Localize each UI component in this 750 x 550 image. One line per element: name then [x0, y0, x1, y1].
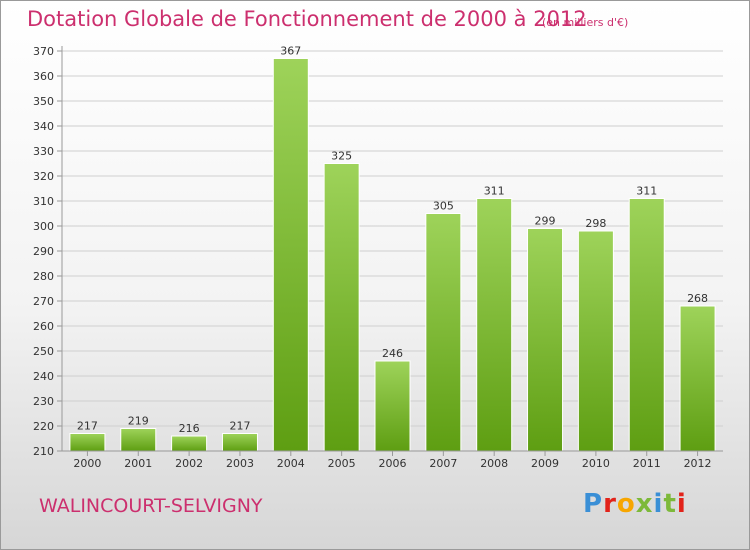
bar-value-label: 268 — [687, 292, 708, 305]
bar — [120, 428, 157, 452]
y-tick-label: 230 — [33, 395, 54, 408]
bar — [69, 433, 106, 452]
y-tick-label: 300 — [33, 220, 54, 233]
bar-group: 299 — [527, 215, 564, 452]
bar-value-label: 311 — [636, 185, 657, 198]
bar-group: 311 — [476, 185, 513, 452]
y-tick-label: 220 — [33, 420, 54, 433]
y-tick-label: 290 — [33, 245, 54, 258]
bar-group: 298 — [577, 217, 614, 452]
bar — [527, 228, 564, 452]
bar — [171, 435, 208, 452]
bar-value-label: 299 — [535, 215, 556, 228]
y-tick-label: 240 — [33, 370, 54, 383]
x-tick-label: 2007 — [429, 457, 457, 470]
y-axis-ticks: 210 220 230 240 250 260 270 280 290 300 310 320 330 3… — [33, 45, 62, 458]
chart-title: Dotation Globale de Fonctionnement de 20… — [27, 7, 587, 31]
y-tick-label: 360 — [33, 70, 54, 83]
bar-group: 217 — [69, 420, 106, 452]
bar-group: 219 — [120, 415, 157, 452]
y-tick-label: 350 — [33, 95, 54, 108]
bar-value-label: 298 — [585, 217, 606, 230]
bar — [425, 213, 462, 452]
y-tick-label: 210 — [33, 445, 54, 458]
bar-value-label: 216 — [179, 422, 200, 435]
bar-value-label: 246 — [382, 347, 403, 360]
x-tick-label: 2010 — [582, 457, 610, 470]
x-tick-label: 2008 — [480, 457, 508, 470]
bar-value-label: 219 — [128, 415, 149, 428]
x-tick-label: 2000 — [73, 457, 101, 470]
x-tick-label: 2004 — [277, 457, 305, 470]
bar — [323, 163, 360, 452]
y-tick-label: 310 — [33, 195, 54, 208]
x-tick-label: 2006 — [379, 457, 407, 470]
y-tick-label: 270 — [33, 295, 54, 308]
bar-group: 216 — [171, 422, 208, 452]
proxiti-logo: Proxiti — [583, 489, 687, 519]
x-tick-label: 2009 — [531, 457, 559, 470]
bar-value-label: 367 — [280, 45, 301, 58]
bar-group: 305 — [425, 200, 462, 452]
bar-value-label: 305 — [433, 200, 454, 213]
bar-group: 367 — [272, 45, 309, 452]
bar-group: 268 — [679, 292, 716, 452]
y-tick-label: 280 — [33, 270, 54, 283]
chart-subtitle: (en milliers d'€) — [542, 16, 629, 29]
y-tick-label: 250 — [33, 345, 54, 358]
y-tick-label: 340 — [33, 120, 54, 133]
y-tick-label: 370 — [33, 45, 54, 58]
bar-group: 311 — [628, 185, 665, 452]
bar-group: 217 — [221, 420, 258, 452]
bar-group: 325 — [323, 150, 360, 452]
bars: 217 219 216 217 367 325 246 305 311 299 298 311 268 — [69, 45, 716, 452]
bar — [476, 198, 513, 452]
bar-value-label: 325 — [331, 150, 352, 163]
bar — [577, 230, 614, 452]
x-tick-label: 2003 — [226, 457, 254, 470]
y-tick-label: 260 — [33, 320, 54, 333]
y-tick-label: 320 — [33, 170, 54, 183]
x-tick-label: 2001 — [124, 457, 152, 470]
bar — [628, 198, 665, 452]
bar-value-label: 311 — [484, 185, 505, 198]
x-tick-label: 2012 — [684, 457, 712, 470]
bar — [272, 58, 309, 452]
place-name: WALINCOURT-SELVIGNY — [39, 495, 263, 517]
bar-value-label: 217 — [77, 420, 98, 433]
x-tick-label: 2002 — [175, 457, 203, 470]
bar — [374, 360, 411, 452]
bar — [679, 305, 716, 452]
bar-value-label: 217 — [229, 420, 250, 433]
y-tick-label: 330 — [33, 145, 54, 158]
x-tick-label: 2005 — [328, 457, 356, 470]
bar — [221, 433, 258, 452]
bar-group: 246 — [374, 347, 411, 452]
x-tick-label: 2011 — [633, 457, 661, 470]
x-axis-ticks: 2000 2001 2002 2003 2004 2005 2006 2007 2008 2009… — [73, 451, 712, 470]
